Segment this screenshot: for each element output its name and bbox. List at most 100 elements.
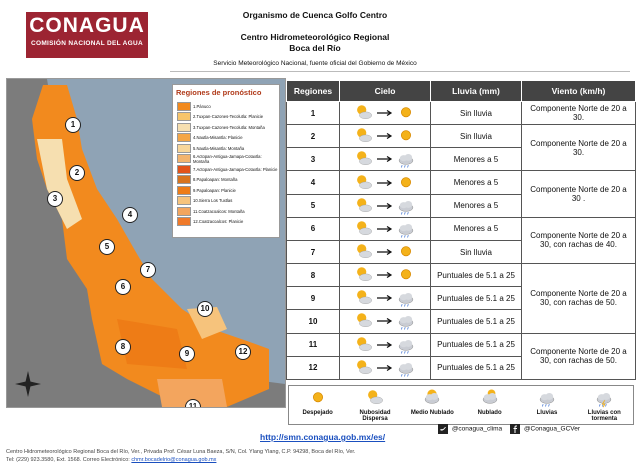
sky-legend-item: Lluvias con tormenta <box>576 386 633 424</box>
rain-cell: Puntuales de 5.1 a 25 <box>430 309 522 334</box>
forecast-row: 1 Sin lluvia Componente Norte de 20 a 30. <box>286 100 636 126</box>
forecast-table-body: 1 Sin lluvia Componente Norte de 20 a 30. 2… <box>286 100 636 381</box>
twitter-handle: @conagua_clima <box>451 425 503 433</box>
arrow-right-icon <box>377 225 393 232</box>
partly-icon <box>357 128 372 143</box>
region-marker-12: 12 <box>235 344 251 360</box>
region-cell: 2 <box>286 124 340 149</box>
wind-cell: Componente Norte de 20 a 30. <box>521 100 636 126</box>
region-marker-4: 4 <box>122 207 138 223</box>
arrow-right-icon <box>377 110 393 117</box>
header-regiones: Regiones <box>286 80 340 102</box>
legend-label: 3.Tuxpan-Cazones-Tecolutla: Montaña <box>193 124 265 130</box>
partly-icon <box>357 174 372 189</box>
footer-email-link[interactable]: chmr.bocadelrio@conagua.gob.mx <box>131 457 217 463</box>
region-cell: 7 <box>286 239 340 265</box>
sky-legend-item: Medio Nublado <box>404 386 461 424</box>
sky-legend: Despejado Nubosidad Dispersa Medio Nublado… <box>288 385 634 425</box>
sunny-icon <box>401 246 411 257</box>
land-gray <box>7 79 285 407</box>
legend-swatch <box>177 143 191 153</box>
forecast-map: Regiones de pronóstico 1.Pánuco 2.Tuxpan-… <box>6 78 286 408</box>
header-cielo: Cielo <box>339 80 431 102</box>
region-marker-11: 11 <box>185 399 201 407</box>
smn-link[interactable]: http://smn.conagua.gob.mx/es/ <box>260 432 386 442</box>
legend-item: 9.Papaloapan: Planicie <box>173 185 279 196</box>
partly-icon <box>357 360 372 374</box>
forecast-row: 11 Puntuales de 5.1 a 25 Componente Norte … <box>286 332 636 381</box>
partly-icon <box>357 336 372 351</box>
sky-legend-label: Despejado <box>302 410 333 416</box>
arrow-right-icon <box>377 179 393 186</box>
rain-cell: Menores a 5 <box>430 193 522 218</box>
region-marker-8: 8 <box>115 339 131 355</box>
arrow-right-icon <box>377 318 393 325</box>
partly-icon <box>357 244 372 258</box>
legend-swatch <box>177 206 191 216</box>
legend-label: 11.Coatzacoalcos: Montaña <box>193 208 245 214</box>
service-subtitle: Servicio Meteorológico Nacional, fuente … <box>213 60 417 67</box>
legend-label: 8.Papaloapan: Montaña <box>193 177 238 183</box>
sky-cell <box>339 263 431 288</box>
sky-cell <box>339 147 431 172</box>
region-cell: 4 <box>286 170 340 195</box>
forecast-row: 2 Sin lluvia Componente Norte de 20 a 30. <box>286 124 636 172</box>
region-mountain-north <box>37 139 82 229</box>
region-marker-7: 7 <box>140 262 156 278</box>
region-cell: 3 <box>286 147 340 172</box>
legend-swatch <box>177 133 191 143</box>
cloudy-icon <box>482 389 497 404</box>
center-title: Centro Hidrometeorológico Regional <box>240 32 390 42</box>
forecast-row: 4 Menores a 5 Componente Norte de 20 a 30 … <box>286 170 636 218</box>
sky-legend-item: Despejado <box>289 386 346 424</box>
region-marker-3: 3 <box>47 191 63 207</box>
legend-item: 2.Tuxpan-Cazones-Tecolutla: Planicie <box>173 112 279 123</box>
rain-cell: Sin lluvia <box>430 100 522 126</box>
legend-swatch <box>177 175 191 185</box>
wind-cell: Componente Norte de 20 a 30, con rachas … <box>521 216 636 265</box>
facebook-link[interactable]: @Conagua_GCVer <box>510 424 580 434</box>
sky-legend-label: Lluvias <box>536 410 558 416</box>
sky-legend-item: Lluvias <box>518 386 575 424</box>
header-viento: Viento (km/h) <box>521 80 636 102</box>
sky-legend-item: Nubosidad Dispersa <box>346 386 403 424</box>
legend-item: 5.Nautla-Misantla: Montaña <box>173 143 279 154</box>
sunny-icon <box>401 176 411 187</box>
storm-icon <box>597 393 612 408</box>
legend-label: 7.Actopan-Antigua-Jamapa-Cotaxtla: Plani… <box>193 166 278 172</box>
sunny-icon <box>401 107 411 118</box>
showers-icon <box>398 223 414 238</box>
sunny-icon <box>401 269 411 280</box>
showers-icon <box>539 393 555 407</box>
sky-cell <box>339 170 431 195</box>
org-title: Organismo de Cuenca Golfo Centro <box>242 10 388 20</box>
twitter-link[interactable]: @conagua_clima <box>438 424 502 434</box>
sky-cell <box>339 239 431 265</box>
arrow-right-icon <box>377 364 393 371</box>
showers-icon <box>398 293 414 307</box>
region-marker-1: 1 <box>65 117 81 133</box>
legend-label: 5.Nautla-Misantla: Montaña <box>193 145 245 151</box>
legend-item: 8.Papaloapan: Montaña <box>173 175 279 186</box>
arrow-right-icon <box>377 272 393 279</box>
forecast-row: 10 Puntuales de 5.1 a 25 <box>286 309 636 334</box>
sky-cell <box>339 193 431 218</box>
region-cell: 9 <box>286 286 340 311</box>
showers-icon <box>398 154 414 168</box>
region-cell: 8 <box>286 263 340 288</box>
legend-label: 10.Sierra Los Tuxtlas <box>193 198 233 204</box>
forecast-row: 8 Puntuales de 5.1 a 25 Componente Norte d… <box>286 263 636 334</box>
map-legend: Regiones de pronóstico 1.Pánuco 2.Tuxpan-… <box>172 84 280 238</box>
region-marker-9: 9 <box>179 346 195 362</box>
sunny-icon <box>312 392 323 403</box>
arrow-right-icon <box>377 133 393 140</box>
compass-icon <box>15 371 41 397</box>
sky-cell <box>339 355 431 381</box>
sky-cell <box>339 332 431 357</box>
sky-cell <box>339 216 431 241</box>
social-links: @conagua_clima @Conagua_GCVer <box>438 424 580 434</box>
legend-swatch <box>177 154 191 164</box>
legend-list: 1.Pánuco 2.Tuxpan-Cazones-Tecolutla: Plan… <box>173 101 279 227</box>
rain-cell: Sin lluvia <box>430 124 522 149</box>
forecast-row: 6 Menores a 5 Componente Norte de 20 a 30,… <box>286 216 636 265</box>
